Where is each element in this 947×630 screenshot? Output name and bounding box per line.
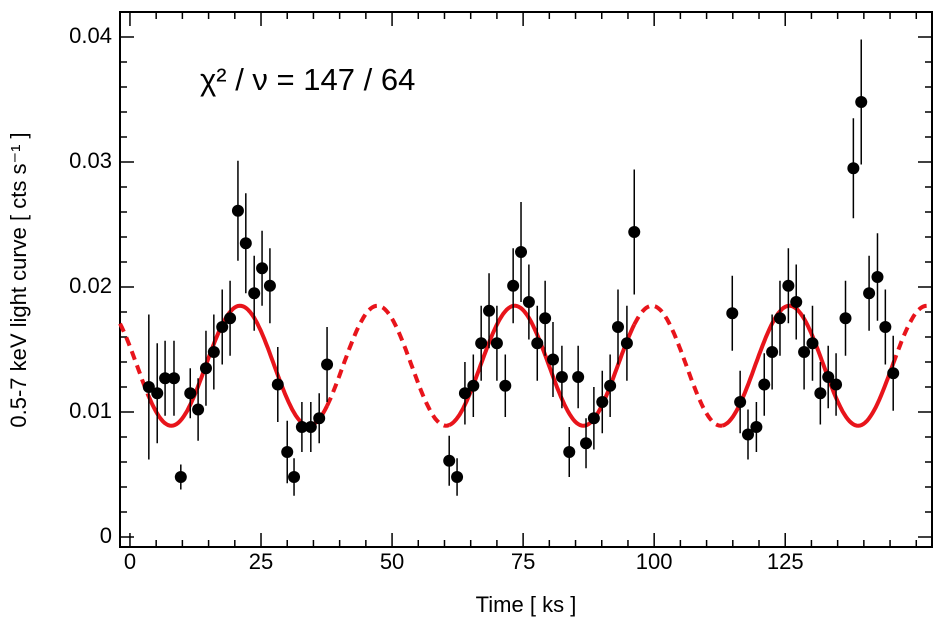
data-point [458,387,471,400]
data-point [174,471,187,483]
data-point [263,279,276,292]
data-point [555,371,568,383]
plot-frame [119,11,933,548]
data-point [475,337,488,350]
y-tick-label: 0.01 [69,398,112,423]
data-point [822,371,835,383]
data-point [231,204,244,217]
data-point [142,381,155,393]
data-point [814,387,827,400]
data-point [620,337,633,350]
data-point [758,378,771,391]
y-axis-label: 0.5-7 keV light curve [ cts s⁻¹ ] [6,132,31,427]
data-point [151,387,164,400]
data-point [216,321,229,333]
x-tick-label: 50 [380,549,404,574]
data-point [572,371,585,383]
x-tick-label: 125 [767,549,804,574]
x-tick-label: 0 [124,549,136,574]
data-point [790,296,803,308]
model-curve [146,303,329,428]
data-point [248,287,261,300]
data-point [531,337,544,350]
data-point [313,412,326,425]
data-point [192,403,205,416]
data-point [604,379,617,392]
data-point [207,346,220,358]
data-point [863,287,876,300]
x-tick-label: 100 [636,549,673,574]
annotation: χ² / ν = 147 / 64 [200,62,415,97]
y-tick-label: 0.02 [69,273,112,298]
x-axis-label: Time [ ks ] [476,592,577,617]
data-point [167,372,180,385]
data-point [281,446,294,458]
data-point [830,378,843,391]
model-curve [632,303,723,428]
data-point [871,271,884,283]
data-point [224,312,237,325]
data-point [522,296,535,308]
data-point [304,421,317,433]
data-point [773,312,786,325]
data-point [782,279,795,292]
data-point [734,396,747,408]
data-point [507,279,520,292]
data-point [467,379,480,392]
data-point [750,421,763,433]
data-point [628,226,641,238]
data-point [611,321,624,333]
data-point [847,162,860,175]
data-point [295,421,308,433]
data-point [451,471,464,483]
data-point [256,262,269,275]
data-point [839,312,852,325]
data-point [271,378,284,391]
data-point [563,446,576,458]
data-point [546,353,559,366]
model-curve [891,303,934,365]
y-tick-label: 0.04 [69,23,112,48]
data-point [887,367,900,380]
data-point [199,362,212,375]
data-point [726,307,739,320]
data-point [490,337,503,350]
y-tick-label: 0.03 [69,148,112,173]
x-tick-label: 25 [249,549,273,574]
data-point [855,96,868,108]
data-point [499,379,512,392]
data-point [515,246,528,258]
data-point [879,321,892,333]
data-point [239,237,252,250]
data-point [159,372,172,385]
data-point [483,304,496,317]
data-point [766,346,779,358]
model-curve [448,303,637,428]
data-point [587,412,600,425]
model-curve [325,303,450,428]
data-point [806,337,819,350]
model-curve [721,303,896,428]
data-point [596,396,609,408]
data-point [742,428,755,441]
data-point [443,454,456,467]
y-tick-label: 0 [100,523,112,548]
data-point [184,387,197,400]
data-point [798,346,811,358]
data-point [321,358,334,371]
data-point [539,312,552,325]
data-point [288,471,301,483]
data-point [580,437,593,450]
x-tick-label: 75 [511,549,535,574]
